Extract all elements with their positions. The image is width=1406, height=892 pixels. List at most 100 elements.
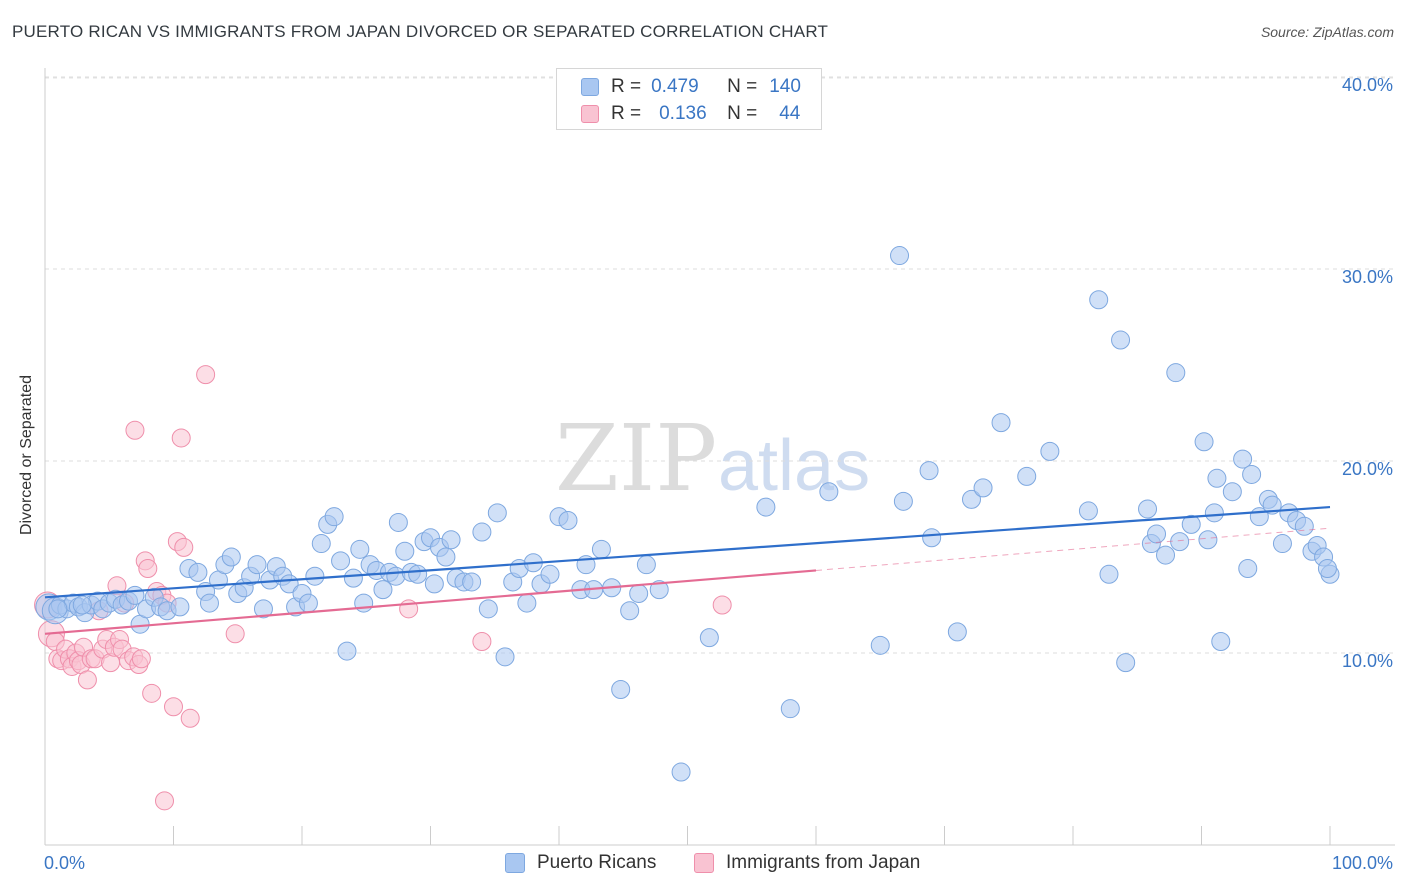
legend-swatch-pink-icon bbox=[694, 853, 714, 873]
stats-r-value: 0.136 bbox=[659, 103, 707, 124]
scatter-point bbox=[350, 539, 370, 559]
legend-label: Puerto Ricans bbox=[537, 852, 657, 873]
scatter-point bbox=[225, 624, 245, 644]
scatter-point bbox=[1017, 466, 1037, 486]
scatter-point bbox=[649, 580, 669, 600]
scatter-point bbox=[472, 631, 492, 651]
scatter-point bbox=[961, 489, 981, 509]
scatter-point bbox=[1211, 631, 1231, 651]
scatter-point bbox=[125, 420, 145, 440]
scatter-point bbox=[424, 574, 444, 594]
scatter-point bbox=[478, 599, 498, 619]
watermark-zip: ZIP bbox=[555, 405, 717, 512]
scatter-point bbox=[947, 622, 967, 642]
grid-lines bbox=[45, 76, 1395, 654]
scatter-point bbox=[253, 599, 273, 619]
scatter-point bbox=[221, 547, 241, 567]
trend-line bbox=[44, 569, 817, 635]
scatter-point bbox=[72, 595, 92, 615]
scatter-point bbox=[1156, 545, 1176, 565]
scatter-point bbox=[756, 497, 776, 517]
stats-row-puerto-ricans: R = 0.479 N = 140 bbox=[581, 76, 801, 98]
legend-item-immigrants-from-japan: Immigrants from Japan bbox=[694, 852, 920, 874]
scatter-point bbox=[1317, 559, 1337, 579]
scatter-point bbox=[131, 649, 151, 669]
scatter-point bbox=[1194, 432, 1214, 452]
scatter-point bbox=[890, 246, 910, 266]
source-label: Source: ZipAtlas.com bbox=[1260, 24, 1394, 40]
legend-swatch-blue-icon bbox=[505, 853, 525, 873]
scatter-point bbox=[819, 482, 839, 502]
stats-n-value: 44 bbox=[779, 103, 801, 124]
zipatlas-watermark: ZIP atlas bbox=[555, 405, 870, 512]
scatter-point bbox=[1198, 530, 1218, 550]
scatter-point bbox=[436, 547, 456, 567]
scatter-point bbox=[324, 507, 344, 527]
stats-r-label: R = bbox=[611, 103, 642, 124]
scatter-point bbox=[919, 461, 939, 481]
scatter-point bbox=[1233, 449, 1253, 469]
scatter-point bbox=[305, 566, 325, 586]
scatter-point bbox=[142, 683, 162, 703]
stats-n-label: N = bbox=[727, 76, 758, 97]
legend-item-puerto-ricans: Puerto Ricans bbox=[505, 852, 656, 874]
scatter-point bbox=[1111, 330, 1131, 350]
scatter-point bbox=[1222, 482, 1242, 502]
scatter-point bbox=[780, 699, 800, 719]
scatter-point bbox=[188, 562, 208, 582]
scatter-point bbox=[395, 541, 415, 561]
scatter-point bbox=[487, 503, 507, 523]
scatter-point bbox=[388, 512, 408, 532]
scatter-point bbox=[591, 539, 611, 559]
scatter-point bbox=[462, 572, 482, 592]
legend-label: Immigrants from Japan bbox=[726, 852, 921, 873]
y-tick-label: 10.0% bbox=[1342, 651, 1393, 671]
scatter-point bbox=[495, 647, 515, 667]
scatter-point bbox=[712, 595, 732, 615]
scatter-point bbox=[331, 551, 351, 571]
scatter-point bbox=[1181, 514, 1201, 534]
stats-swatch-blue-icon bbox=[581, 78, 599, 96]
scatter-point bbox=[472, 522, 492, 542]
scatter-point bbox=[354, 593, 374, 613]
series-puerto-ricans bbox=[35, 246, 1340, 782]
x-tick-label-right: 100.0% bbox=[1332, 853, 1393, 873]
stats-r-value: 0.479 bbox=[651, 76, 699, 97]
scatter-point bbox=[620, 601, 640, 621]
scatter-point bbox=[540, 564, 560, 584]
trend-line bbox=[44, 505, 1331, 599]
y-tick-label: 30.0% bbox=[1342, 267, 1393, 287]
scatter-point bbox=[922, 528, 942, 548]
scatter-point bbox=[171, 428, 191, 448]
scatter-point bbox=[441, 530, 461, 550]
scatter-point bbox=[1040, 441, 1060, 461]
scatter-point bbox=[1204, 503, 1224, 523]
bottom-legend: Puerto Ricans Immigrants from Japan bbox=[0, 852, 1406, 878]
scatter-point bbox=[164, 697, 183, 717]
correlation-stats-box: R = 0.479 N = 140 R = 0.136 N = 44 bbox=[556, 68, 822, 130]
scatter-point bbox=[517, 593, 537, 613]
y-tick-label: 40.0% bbox=[1342, 75, 1393, 95]
scatter-point bbox=[1170, 532, 1190, 552]
scatter-point bbox=[1116, 653, 1136, 673]
trend-lines bbox=[44, 505, 1331, 635]
scatter-point bbox=[671, 762, 691, 782]
stats-row-immigrants-from-japan: R = 0.136 N = 44 bbox=[581, 103, 800, 125]
scatter-point bbox=[558, 511, 578, 531]
scatter-point bbox=[629, 583, 649, 603]
trend-line-extension bbox=[815, 527, 1331, 571]
scatter-point bbox=[155, 791, 175, 811]
stats-r-label: R = bbox=[611, 76, 642, 97]
scatter-point bbox=[337, 641, 357, 661]
scatter-point bbox=[991, 413, 1011, 433]
scatter-point bbox=[893, 491, 913, 511]
stats-n-value: 140 bbox=[769, 76, 801, 97]
scatter-point bbox=[298, 593, 318, 613]
scatter-point bbox=[1262, 495, 1282, 515]
scatter-point bbox=[1272, 534, 1292, 554]
scatter-point bbox=[373, 580, 393, 600]
scatter-point bbox=[699, 628, 719, 648]
scatter-point bbox=[180, 708, 200, 728]
scatter-point bbox=[870, 635, 890, 655]
